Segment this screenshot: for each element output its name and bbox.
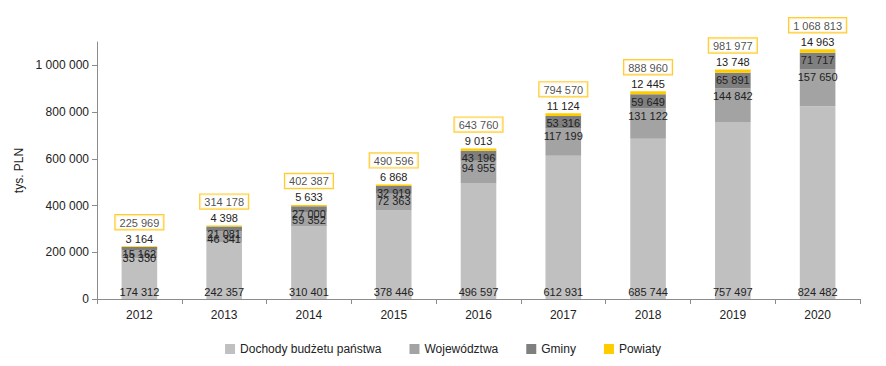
svg-text:13 748: 13 748 <box>716 56 750 68</box>
svg-text:43 196: 43 196 <box>462 152 496 164</box>
svg-text:71 717: 71 717 <box>801 54 835 66</box>
svg-text:757 497: 757 497 <box>713 286 753 298</box>
svg-text:496 597: 496 597 <box>459 286 499 298</box>
svg-text:21 081: 21 081 <box>207 228 241 240</box>
svg-text:2012: 2012 <box>126 308 153 322</box>
svg-text:59 352: 59 352 <box>292 214 326 227</box>
svg-text:1 000 000: 1 000 000 <box>36 58 90 72</box>
svg-text:314 178: 314 178 <box>204 196 244 208</box>
svg-text:4 398: 4 398 <box>210 212 238 224</box>
svg-text:Powiaty: Powiaty <box>619 342 661 356</box>
svg-text:310 401: 310 401 <box>289 286 329 298</box>
svg-text:5 633: 5 633 <box>295 191 323 203</box>
svg-text:2019: 2019 <box>719 308 746 322</box>
svg-text:600 000: 600 000 <box>46 152 90 166</box>
svg-text:2018: 2018 <box>635 308 662 322</box>
svg-text:94 955: 94 955 <box>461 162 496 175</box>
svg-text:800 000: 800 000 <box>46 105 90 119</box>
svg-text:11 124: 11 124 <box>547 100 580 112</box>
svg-text:612 931: 612 931 <box>543 286 583 298</box>
svg-text:2016: 2016 <box>465 308 492 322</box>
svg-text:59 649: 59 649 <box>631 96 665 108</box>
svg-text:490 596: 490 596 <box>374 155 414 167</box>
svg-text:2013: 2013 <box>211 308 238 322</box>
svg-text:378 446: 378 446 <box>374 286 414 298</box>
svg-text:Gminy: Gminy <box>541 342 576 356</box>
svg-text:0: 0 <box>82 292 89 306</box>
svg-text:72 363: 72 363 <box>376 195 411 208</box>
svg-text:2015: 2015 <box>380 308 407 322</box>
svg-text:27 000: 27 000 <box>292 208 326 220</box>
svg-text:643 760: 643 760 <box>459 119 499 131</box>
svg-text:824 482: 824 482 <box>798 286 838 298</box>
svg-text:53 316: 53 316 <box>546 117 580 129</box>
svg-text:Dochody budżetu państwa: Dochody budżetu państwa <box>240 342 382 356</box>
svg-text:14 963: 14 963 <box>801 36 835 48</box>
svg-text:3 164: 3 164 <box>126 233 154 245</box>
svg-text:888 960: 888 960 <box>628 62 668 74</box>
svg-text:2017: 2017 <box>550 308 577 322</box>
svg-text:402 387: 402 387 <box>289 175 329 187</box>
svg-text:tys. PLN: tys. PLN <box>12 148 26 193</box>
svg-text:2014: 2014 <box>296 308 323 322</box>
svg-text:144 842: 144 842 <box>713 90 753 102</box>
svg-text:200 000: 200 000 <box>46 245 90 259</box>
svg-text:32 919: 32 919 <box>377 187 411 199</box>
svg-text:400 000: 400 000 <box>46 199 90 213</box>
svg-text:794 570: 794 570 <box>543 84 583 96</box>
svg-text:6 868: 6 868 <box>380 171 408 183</box>
svg-text:157 650: 157 650 <box>798 71 838 83</box>
svg-text:65 891: 65 891 <box>716 74 750 86</box>
svg-text:1 068 813: 1 068 813 <box>793 20 842 32</box>
svg-text:225 969: 225 969 <box>120 217 160 229</box>
svg-text:174 312: 174 312 <box>120 286 160 298</box>
svg-text:15 162: 15 162 <box>123 248 157 260</box>
svg-text:Województwa: Województwa <box>424 342 498 356</box>
svg-text:131 122: 131 122 <box>628 110 668 122</box>
svg-text:685 744: 685 744 <box>628 286 668 298</box>
svg-text:12 445: 12 445 <box>631 78 665 90</box>
svg-text:981 977: 981 977 <box>713 40 753 52</box>
svg-text:2020: 2020 <box>804 308 831 322</box>
svg-text:242 357: 242 357 <box>204 286 244 298</box>
svg-text:117 199: 117 199 <box>544 130 583 142</box>
svg-text:9 013: 9 013 <box>465 135 493 147</box>
